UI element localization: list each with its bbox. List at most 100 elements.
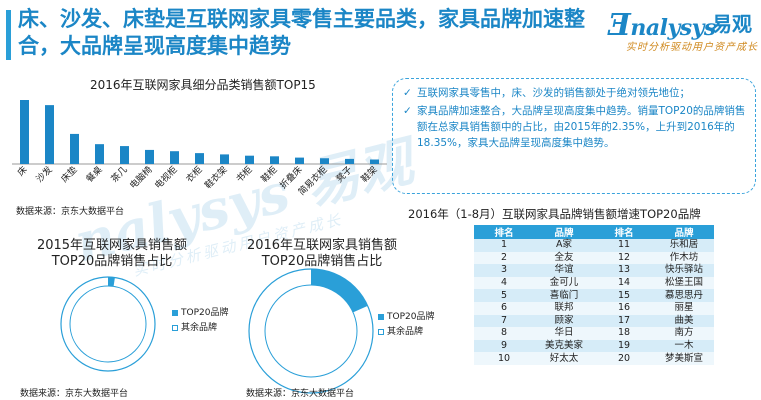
legend-item: 其余品牌 [172,321,228,336]
pie-inner-ring [264,284,358,378]
table-row: 9 美克美家 19 一木 [474,339,714,353]
table-cell: 顾家 [534,314,594,328]
table-row: 2 全友 12 作木坊 [474,251,714,265]
table-cell: 南方 [654,327,714,340]
bar [145,149,154,164]
legend-item: TOP20品牌 [172,306,228,321]
table-cell: 10 [474,352,534,365]
legend-label: 其余品牌 [181,323,218,333]
logo-text: nalysys [630,15,716,41]
logo-swoosh-icon: Ǝ [608,8,631,43]
pie-chart-2015 [60,276,156,372]
bar [370,159,379,164]
bar [195,153,204,164]
legend-label: TOP20品牌 [181,308,229,318]
table-cell: 丽星 [654,301,714,315]
table-cell: A家 [534,239,594,252]
pie-2016-title: 2016年互联网家具销售额TOP20品牌销售占比 [246,238,398,269]
check-icon: ✓ [403,87,412,99]
bar-category-label: 鞋架 [358,164,379,185]
table-cell: 12 [594,251,654,265]
page-headline: 床、沙发、床垫是互联网家具零售主要品类，家具品牌加速整合，大品牌呈现高度集中趋势 [18,7,585,58]
table-header-row: 排名 品牌 排名 品牌 [474,225,714,239]
bar-category-label: 床 [15,164,30,179]
table-header: 排名 [474,225,534,239]
table-cell: 1 [474,239,534,252]
table-cell: 5 [474,289,534,302]
table-cell: 华谊 [534,264,594,277]
bar-category-label: 鞋衣架 [202,164,230,192]
table-cell: 2 [474,251,534,265]
table-cell: 华日 [534,327,594,340]
table-row: 3 华谊 13 快乐驿站 [474,264,714,277]
table-cell: 17 [594,314,654,328]
summary-bullet: ✓ 家具品牌加速整合，大品牌呈现高度集中趋势。销量TOP20的品牌销售额在总家具… [403,103,747,151]
table-cell: 13 [594,264,654,277]
bar-category-label: 床垫 [58,164,79,185]
legend-item: 其余品牌 [378,325,434,340]
table-cell: 好太太 [534,352,594,365]
pie-inner-ring [69,285,147,363]
summary-bullet: ✓ 互联网家具零售中，床、沙发的销售额处于绝对领先地位； [403,85,747,101]
bar-chart-title: 2016年互联网家具细分品类销售额TOP15 [90,78,316,92]
table-cell: 7 [474,314,534,328]
bar-category-label: 电脑椅 [127,164,155,192]
bar [45,105,54,164]
summary-box: ✓ 互联网家具零售中，床、沙发的销售额处于绝对领先地位； ✓ 家具品牌加速整合，… [392,78,756,194]
table-header: 品牌 [654,225,714,239]
table-cell: 金可儿 [534,276,594,290]
bar [170,151,179,164]
bar [320,158,329,164]
table-row: 4 金可儿 14 松堡王国 [474,276,714,290]
table-cell: 慕思思丹 [654,289,714,302]
pie-2015-title: 2015年互联网家具销售额TOP20品牌销售占比 [36,238,188,269]
table-cell: 一木 [654,339,714,353]
bar [295,157,304,164]
bar [270,156,279,164]
logo-cn: 易观 [712,12,752,36]
bar-category-label: 沙发 [33,164,54,185]
bar-category-label: 餐桌 [83,164,104,185]
table-cell: 15 [594,289,654,302]
table-row: 5 喜临门 15 慕思思丹 [474,289,714,302]
table-cell: 梦美斯宣 [654,352,714,365]
bar [345,158,354,164]
legend-item: TOP20品牌 [378,310,434,325]
bar-chart: 床沙发 床垫 餐桌 茶几电脑椅电视柜 衣柜鞋衣架 书柜 鞋柜折叠床简易衣柜 凳子 鞋架 [12,100,387,198]
table-cell: 松堡王国 [654,276,714,290]
legend-swatch [172,324,178,331]
summary-bullet-text: 家具品牌加速整合，大品牌呈现高度集中趋势。销量TOP20的品牌销售额在总家具销售… [417,105,746,149]
table-cell: 20 [594,352,654,365]
legend-label: TOP20品牌 [387,312,435,322]
brand-table-title: 2016年（1-8月）互联网家具品牌销售额增速TOP20品牌 [408,207,701,221]
table-cell: 6 [474,301,534,315]
bar [120,146,129,164]
legend-swatch [172,309,178,316]
legend-swatch [378,328,384,335]
summary-bullet-text: 互联网家具零售中，床、沙发的销售额处于绝对领先地位； [417,87,690,99]
legend-swatch [378,313,384,320]
bar-category-label: 茶几 [108,164,129,185]
table-cell: 曲美 [654,314,714,328]
legend-label: 其余品牌 [387,327,424,337]
bar-category-label: 鞋柜 [258,164,279,185]
bar-category-label: 书柜 [233,164,254,185]
table-cell: 快乐驿站 [654,264,714,277]
table-cell: 9 [474,339,534,353]
analysys-logo: Ǝnalysys 易观 实时分析驱动用户资产成长 [608,4,758,60]
table-cell: 乐和居 [654,239,714,252]
table-row: 8 华日 18 南方 [474,327,714,340]
table-row: 7 顾家 17 曲美 [474,314,714,328]
logo-brand: Ǝnalysys [608,8,716,43]
bar [220,154,229,164]
bar [70,133,79,164]
pie-2016-legend: TOP20品牌 其余品牌 [378,310,434,340]
table-row: 1 A家 11 乐和居 [474,239,714,252]
pie-chart-2016 [248,268,374,394]
brand-table: 排名 品牌 排名 品牌 1 A家 11 乐和居 2 全友 12 作木坊 3 华谊 13 快乐驿站 4 金可… [474,225,714,365]
table-cell: 19 [594,339,654,353]
table-cell: 联邦 [534,301,594,315]
logo-tagline: 实时分析驱动用户资产成长 [626,42,758,53]
table-row: 10 好太太 20 梦美斯宣 [474,352,714,365]
table-header: 排名 [594,225,654,239]
